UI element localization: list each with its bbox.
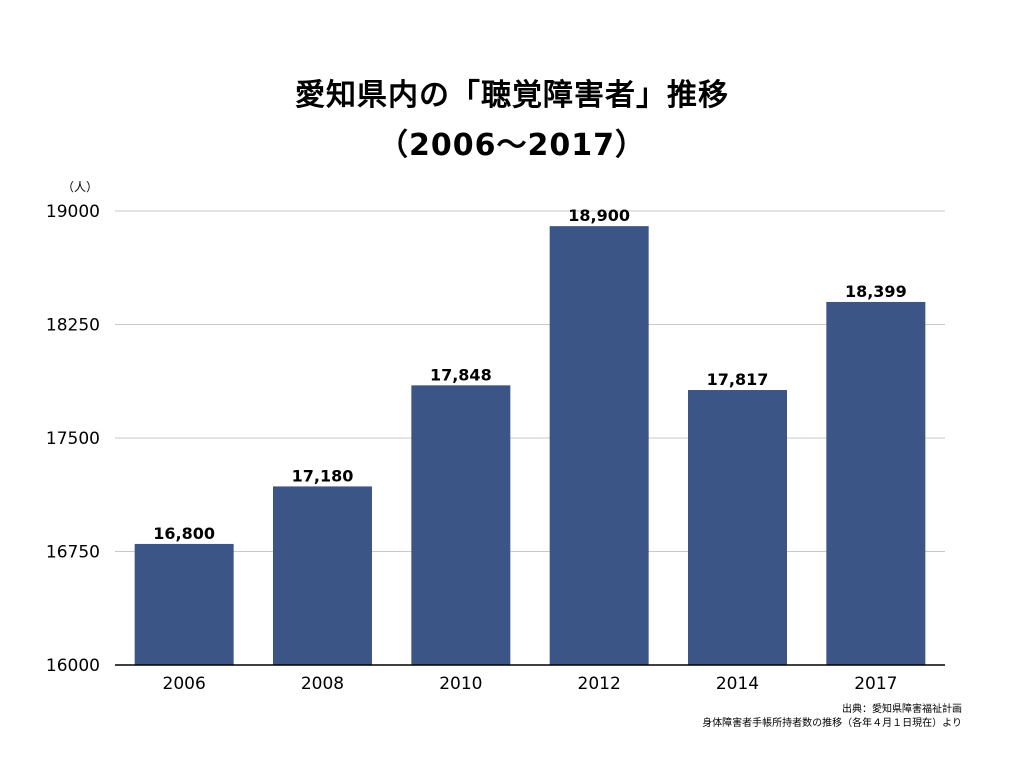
bar — [411, 385, 511, 665]
y-tick-label: 16000 — [46, 656, 100, 676]
bar — [549, 226, 649, 665]
x-tick-label: 2012 — [578, 674, 621, 694]
source-line2: 身体障害者手帳所持者数の推移（各年４月１日現在）より — [702, 718, 962, 729]
data-label: 17,817 — [707, 370, 769, 389]
bar — [273, 486, 372, 665]
y-tick-label: 19000 — [46, 202, 100, 222]
y-tick-label: 18250 — [46, 316, 100, 336]
source-line1: 出典：愛知県障害福祉計画 — [842, 704, 962, 715]
data-label: 17,848 — [430, 365, 492, 384]
bar — [688, 390, 787, 665]
bar — [826, 301, 926, 665]
chart-title-line2: （2006〜2017） — [378, 128, 646, 163]
x-tick-label: 2017 — [854, 674, 897, 694]
bar — [134, 543, 234, 665]
chart-title-line1: 愛知県内の「聴覚障害者」推移 — [295, 78, 729, 113]
x-tick-label: 2014 — [716, 674, 759, 694]
data-label: 18,399 — [845, 282, 907, 301]
data-label: 18,900 — [568, 206, 630, 225]
data-label: 16,800 — [153, 524, 215, 543]
y-tick-label: 16750 — [46, 543, 100, 563]
data-label: 17,180 — [292, 466, 354, 485]
x-tick-label: 2006 — [163, 674, 206, 694]
x-tick-label: 2008 — [301, 674, 344, 694]
x-tick-label: 2010 — [439, 674, 482, 694]
y-axis-unit-label: （人） — [62, 180, 99, 194]
y-tick-label: 17500 — [46, 429, 100, 449]
